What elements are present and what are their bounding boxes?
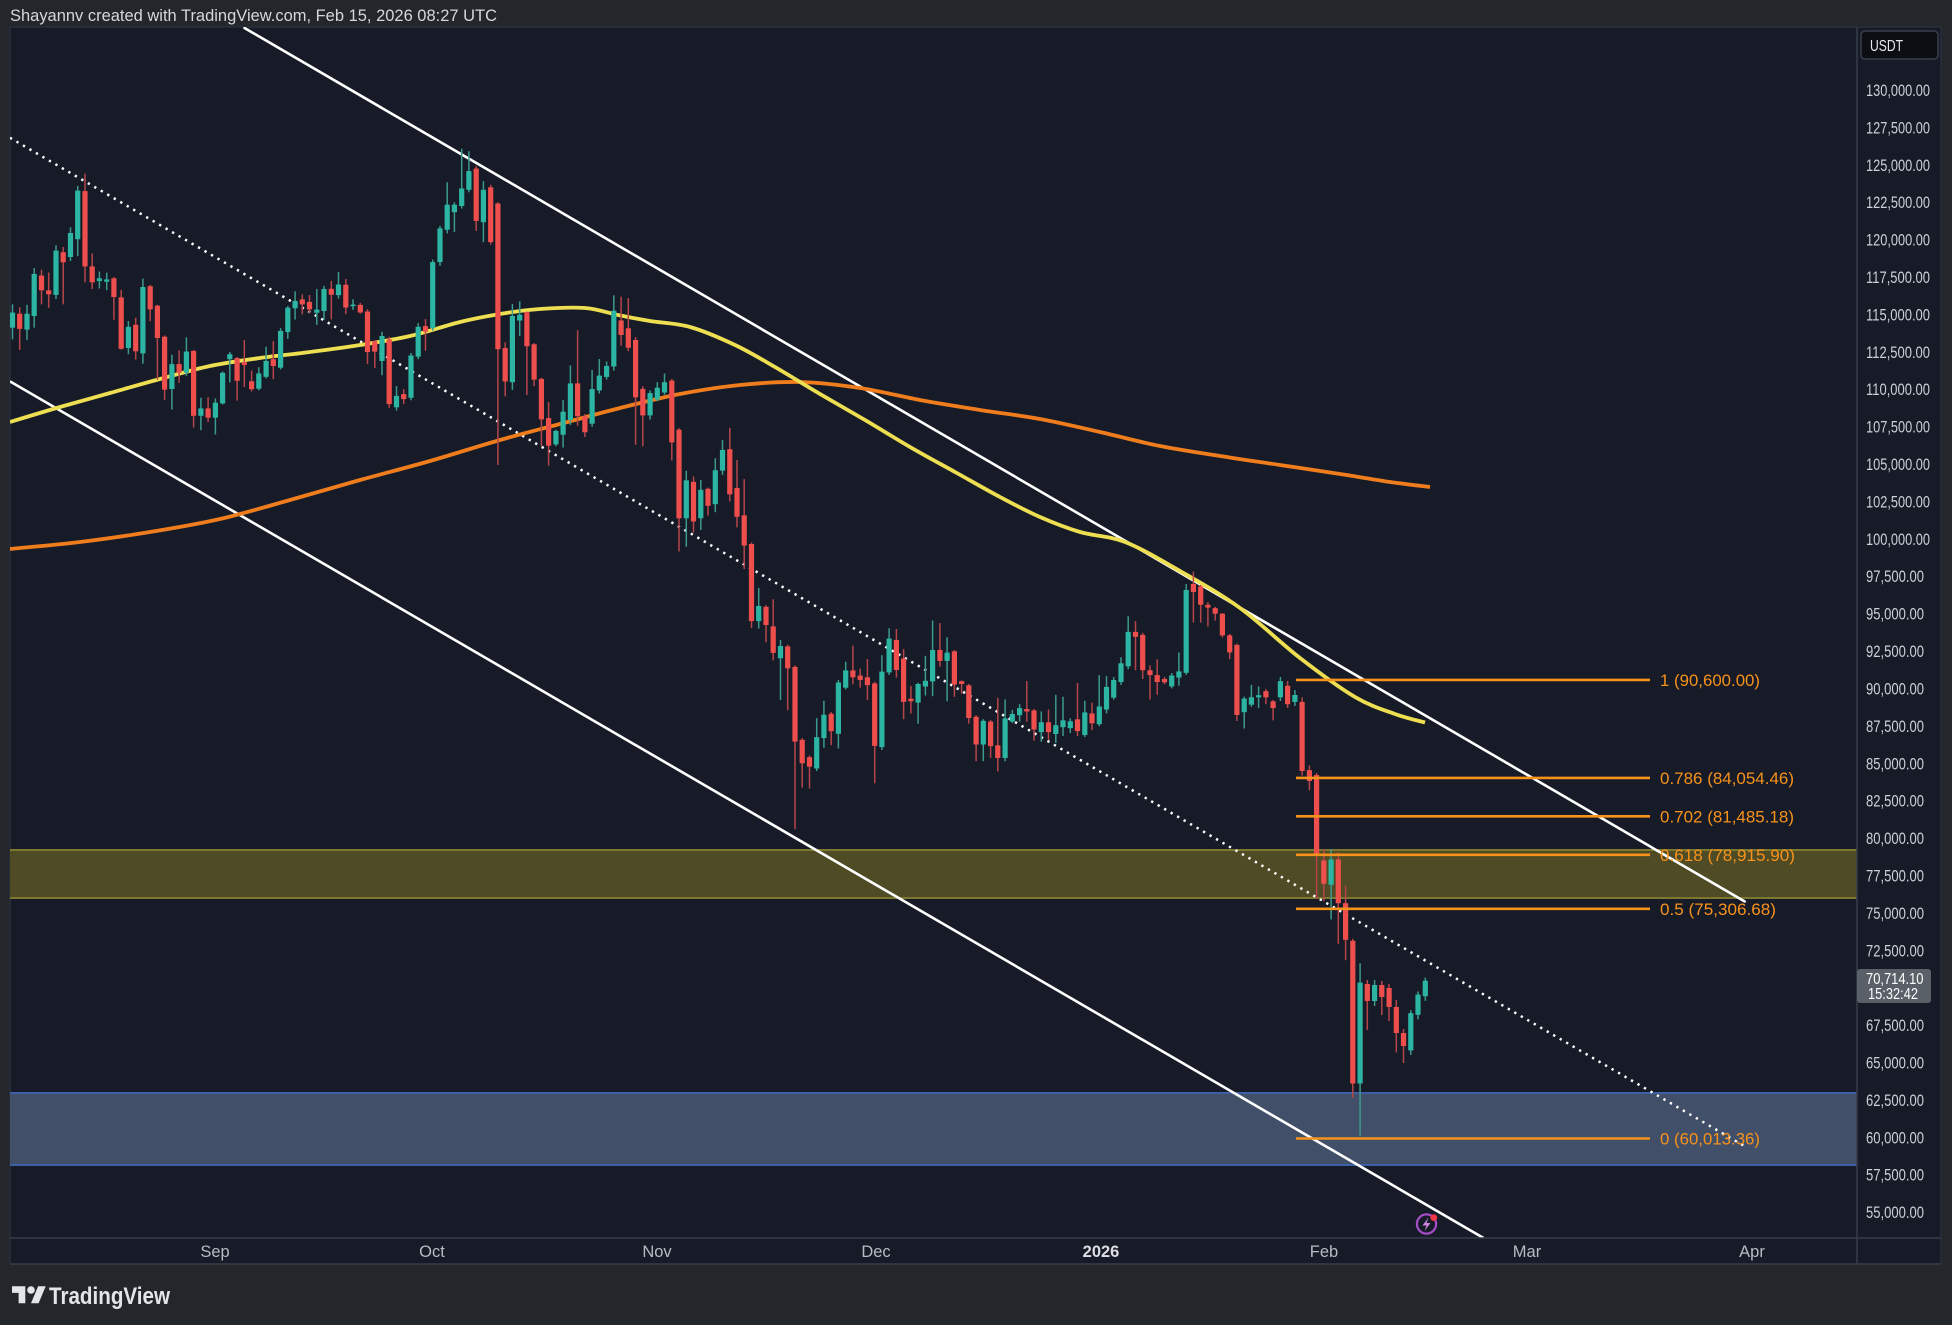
svg-text:Apr: Apr	[1739, 1243, 1765, 1261]
svg-text:87,500.00: 87,500.00	[1866, 718, 1924, 736]
svg-text:0.5 (75,306.68): 0.5 (75,306.68)	[1660, 900, 1776, 919]
svg-text:112,500.00: 112,500.00	[1866, 344, 1930, 362]
svg-text:92,500.00: 92,500.00	[1866, 643, 1924, 661]
svg-text:67,500.00: 67,500.00	[1866, 1017, 1924, 1035]
svg-text:1 (90,600.00): 1 (90,600.00)	[1660, 671, 1760, 690]
svg-text:57,500.00: 57,500.00	[1866, 1167, 1924, 1185]
svg-text:100,000.00: 100,000.00	[1866, 531, 1930, 549]
svg-text:122,500.00: 122,500.00	[1866, 194, 1930, 212]
svg-text:110,000.00: 110,000.00	[1866, 381, 1930, 399]
svg-text:85,000.00: 85,000.00	[1866, 755, 1924, 773]
svg-text:125,000.00: 125,000.00	[1866, 157, 1930, 175]
svg-text:15:32:42: 15:32:42	[1868, 986, 1918, 1003]
svg-text:0.786 (84,054.46): 0.786 (84,054.46)	[1660, 769, 1794, 788]
svg-text:105,000.00: 105,000.00	[1866, 456, 1930, 474]
svg-text:102,500.00: 102,500.00	[1866, 493, 1930, 511]
svg-text:Dec: Dec	[861, 1243, 890, 1261]
svg-text:127,500.00: 127,500.00	[1866, 119, 1930, 137]
svg-text:75,000.00: 75,000.00	[1866, 905, 1924, 923]
svg-text:62,500.00: 62,500.00	[1866, 1092, 1924, 1110]
svg-text:65,000.00: 65,000.00	[1866, 1055, 1924, 1073]
svg-text:90,000.00: 90,000.00	[1866, 681, 1924, 699]
svg-text:Nov: Nov	[642, 1243, 672, 1261]
svg-text:55,000.00: 55,000.00	[1866, 1204, 1924, 1222]
svg-text:Mar: Mar	[1513, 1243, 1542, 1261]
svg-text:USDT: USDT	[1870, 38, 1903, 55]
svg-text:77,500.00: 77,500.00	[1866, 868, 1924, 886]
svg-text:Sep: Sep	[200, 1243, 229, 1261]
svg-text:130,000.00: 130,000.00	[1866, 82, 1930, 100]
svg-text:117,500.00: 117,500.00	[1866, 269, 1930, 287]
svg-text:97,500.00: 97,500.00	[1866, 568, 1924, 586]
svg-text:Oct: Oct	[419, 1243, 445, 1261]
svg-text:82,500.00: 82,500.00	[1866, 793, 1924, 811]
svg-text:95,000.00: 95,000.00	[1866, 606, 1924, 624]
svg-text:0 (60,013.36): 0 (60,013.36)	[1660, 1130, 1760, 1149]
svg-text:72,500.00: 72,500.00	[1866, 942, 1924, 960]
svg-text:0.702 (81,485.18): 0.702 (81,485.18)	[1660, 807, 1794, 826]
svg-text:107,500.00: 107,500.00	[1866, 419, 1930, 437]
svg-text:2026: 2026	[1083, 1243, 1120, 1261]
svg-text:80,000.00: 80,000.00	[1866, 830, 1924, 848]
svg-text:70,714.10: 70,714.10	[1866, 971, 1924, 988]
svg-text:60,000.00: 60,000.00	[1866, 1129, 1924, 1147]
svg-text:Shayannv created with TradingV: Shayannv created with TradingView.com, F…	[10, 7, 497, 25]
svg-text:0.618 (78,915.90): 0.618 (78,915.90)	[1660, 846, 1795, 865]
svg-text:115,000.00: 115,000.00	[1866, 306, 1930, 324]
svg-text:Feb: Feb	[1310, 1243, 1338, 1261]
svg-text:120,000.00: 120,000.00	[1866, 232, 1930, 250]
svg-text:TradingView: TradingView	[49, 1283, 170, 1310]
